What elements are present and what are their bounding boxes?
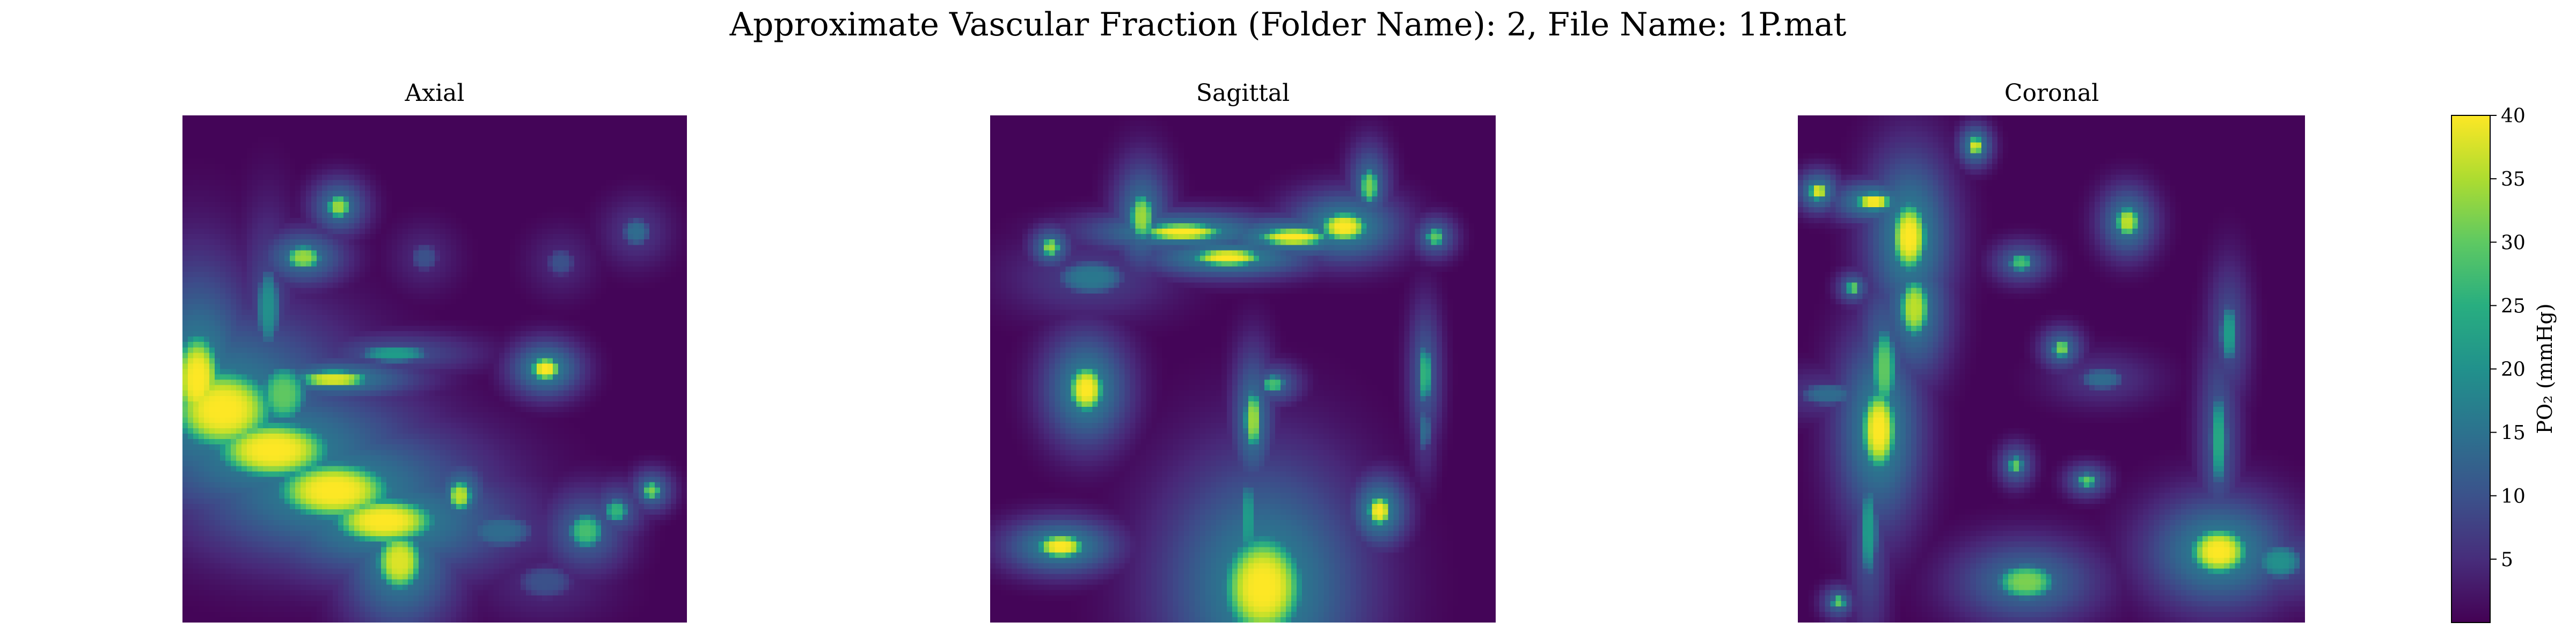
colorbar-tick-label: 35 (2501, 169, 2526, 191)
heatmap-axial-image (182, 115, 687, 623)
colorbar-tick-label: 30 (2501, 232, 2526, 254)
colorbar (2451, 115, 2491, 623)
colorbar-tick-label: 5 (2501, 549, 2513, 571)
colorbar-tick-label: 25 (2501, 295, 2526, 317)
heatmap-sagittal-image (990, 115, 1496, 623)
panel-title-axial: Axial (405, 79, 465, 107)
colorbar-tick-label: 10 (2501, 486, 2526, 508)
figure-title: Approximate Vascular Fraction (Folder Na… (729, 6, 1847, 43)
colorbar-label: PO₂ (mmHg) (2533, 303, 2557, 434)
heatmap-coronal-image (1798, 115, 2305, 623)
colorbar-tick-label: 20 (2501, 359, 2526, 381)
panel-title-coronal: Coronal (2004, 79, 2099, 107)
colorbar-tick-label: 15 (2501, 422, 2526, 444)
panel-title-sagittal: Sagittal (1196, 79, 1290, 107)
colorbar-ticks: 5 10 15 20 25 30 35 40 (2490, 105, 2526, 571)
colorbar-tick-label: 40 (2501, 105, 2526, 127)
